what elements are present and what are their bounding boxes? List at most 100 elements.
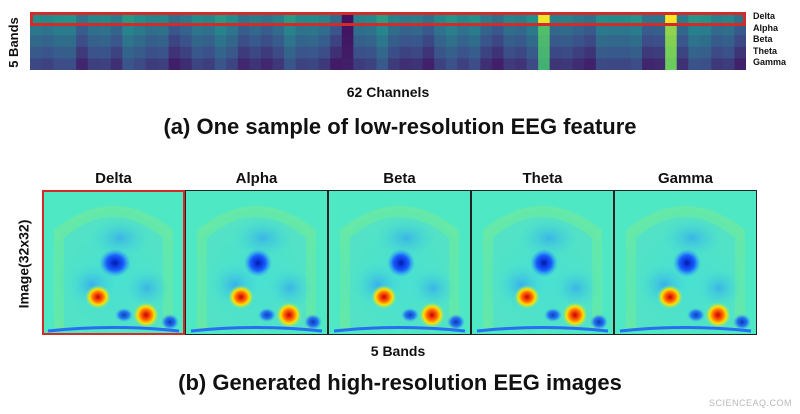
heatmap-cell xyxy=(203,58,216,70)
heatmap-cell xyxy=(653,12,666,25)
heatmap-cell xyxy=(157,58,170,70)
heatmap-cell xyxy=(434,46,447,59)
heatmap-cell xyxy=(526,58,539,70)
heatmap-cell xyxy=(653,35,666,48)
heatmap-cell xyxy=(203,12,216,25)
heatmap-cell xyxy=(422,23,435,36)
heatmap-cell xyxy=(445,35,458,48)
heatmap-cell xyxy=(584,46,597,59)
heatmap-cell xyxy=(30,58,43,70)
heatmap-cell xyxy=(284,12,297,25)
heatmap-cell xyxy=(307,46,320,59)
heatmap-cell xyxy=(30,23,43,36)
heatmap-cell xyxy=(665,46,678,59)
heatmap-cell xyxy=(722,46,736,59)
heatmap-cell xyxy=(76,23,89,36)
heatmap-cell xyxy=(203,35,216,48)
heatmap-cell xyxy=(399,35,412,48)
heatmap-cell xyxy=(272,35,285,48)
eeg-image-gamma xyxy=(614,190,757,335)
heatmap-cell xyxy=(549,58,562,70)
heatmap-cell xyxy=(411,23,424,36)
heatmap-cell xyxy=(388,58,401,70)
heatmap-cell xyxy=(503,58,516,70)
heatmap-cell xyxy=(99,23,112,36)
heatmap-cell xyxy=(595,58,609,70)
heatmap-cell xyxy=(618,46,632,59)
heatmap-cell xyxy=(307,12,320,25)
heatmap-cell xyxy=(284,35,297,48)
heatmap-cell xyxy=(549,35,562,48)
heatmap-cell xyxy=(734,46,746,59)
heatmap-cell xyxy=(515,46,528,59)
panel-title-beta: Beta xyxy=(383,170,416,187)
heatmap-cell xyxy=(538,58,551,70)
heatmap-cell xyxy=(133,58,147,70)
heatmap-cell xyxy=(595,46,609,59)
heatmap-cell xyxy=(699,58,712,70)
heatmap-cell xyxy=(122,46,135,59)
heatmap-cell xyxy=(145,46,158,59)
heatmap-cell xyxy=(180,23,193,36)
heatmap-cell xyxy=(237,46,251,59)
heatmap-cell xyxy=(688,23,701,36)
heatmap-cell xyxy=(168,12,181,25)
topographic-map xyxy=(185,190,328,335)
heatmap-cell xyxy=(364,12,378,25)
heatmap-cell xyxy=(87,58,100,70)
heatmap-cell xyxy=(584,12,597,25)
heatmap-cell xyxy=(630,35,643,48)
heatmap-cell xyxy=(168,46,181,59)
heatmap-cell xyxy=(618,23,632,36)
heatmap-cell xyxy=(64,58,77,70)
heatmap-cell xyxy=(307,35,320,48)
heatmap-cell xyxy=(572,12,585,25)
heatmap-cell xyxy=(538,12,551,25)
heatmap-cell xyxy=(64,12,77,25)
heatmap-cell xyxy=(180,46,193,59)
heatmap-cell xyxy=(307,58,320,70)
heatmap-cell xyxy=(630,23,643,36)
heatmap-cell xyxy=(561,23,574,36)
heatmap-cell xyxy=(388,12,401,25)
eeg-image-delta xyxy=(42,190,185,335)
heatmap-cell xyxy=(122,35,135,48)
heatmap-cell xyxy=(688,58,701,70)
heatmap-cell xyxy=(249,58,262,70)
band-label-beta: Beta xyxy=(753,34,773,45)
heatmap-cell xyxy=(665,12,678,25)
heatmap-cell xyxy=(734,58,746,70)
heatmap-cell xyxy=(607,12,620,25)
heatmap-cell xyxy=(653,23,666,36)
heatmap-cell xyxy=(642,46,655,59)
heatmap-cell xyxy=(191,58,204,70)
heatmap-cell xyxy=(341,23,354,36)
heatmap-cell xyxy=(353,46,366,59)
heatmap-cell xyxy=(491,46,505,59)
delta-row-highlight xyxy=(30,12,746,26)
heatmap-cell xyxy=(572,46,585,59)
heatmap-cell xyxy=(110,12,123,25)
heatmap-cell xyxy=(480,23,493,36)
heatmap-cell xyxy=(76,46,89,59)
heatmap-cell xyxy=(53,46,66,59)
heatmap-cell xyxy=(99,58,112,70)
heatmap-cell xyxy=(272,46,285,59)
heatmap-cell xyxy=(191,35,204,48)
heatmap-cell xyxy=(607,58,620,70)
heatmap-cell xyxy=(665,23,678,36)
images-y-axis-label: Image(32x32) xyxy=(15,219,31,309)
heatmap-cell xyxy=(676,35,689,48)
heatmap-cell xyxy=(722,12,736,25)
heatmap-cell xyxy=(630,58,643,70)
heatmap-cell xyxy=(295,58,308,70)
heatmap-cell xyxy=(53,58,66,70)
heatmap-cell xyxy=(226,12,239,25)
heatmap-cell xyxy=(399,12,412,25)
heatmap-cell xyxy=(503,23,516,36)
heatmap-cell xyxy=(422,46,435,59)
heatmap-cell xyxy=(226,46,239,59)
heatmap-cell xyxy=(330,46,343,59)
heatmap-cell xyxy=(41,35,54,48)
heatmap-cell xyxy=(353,12,366,25)
